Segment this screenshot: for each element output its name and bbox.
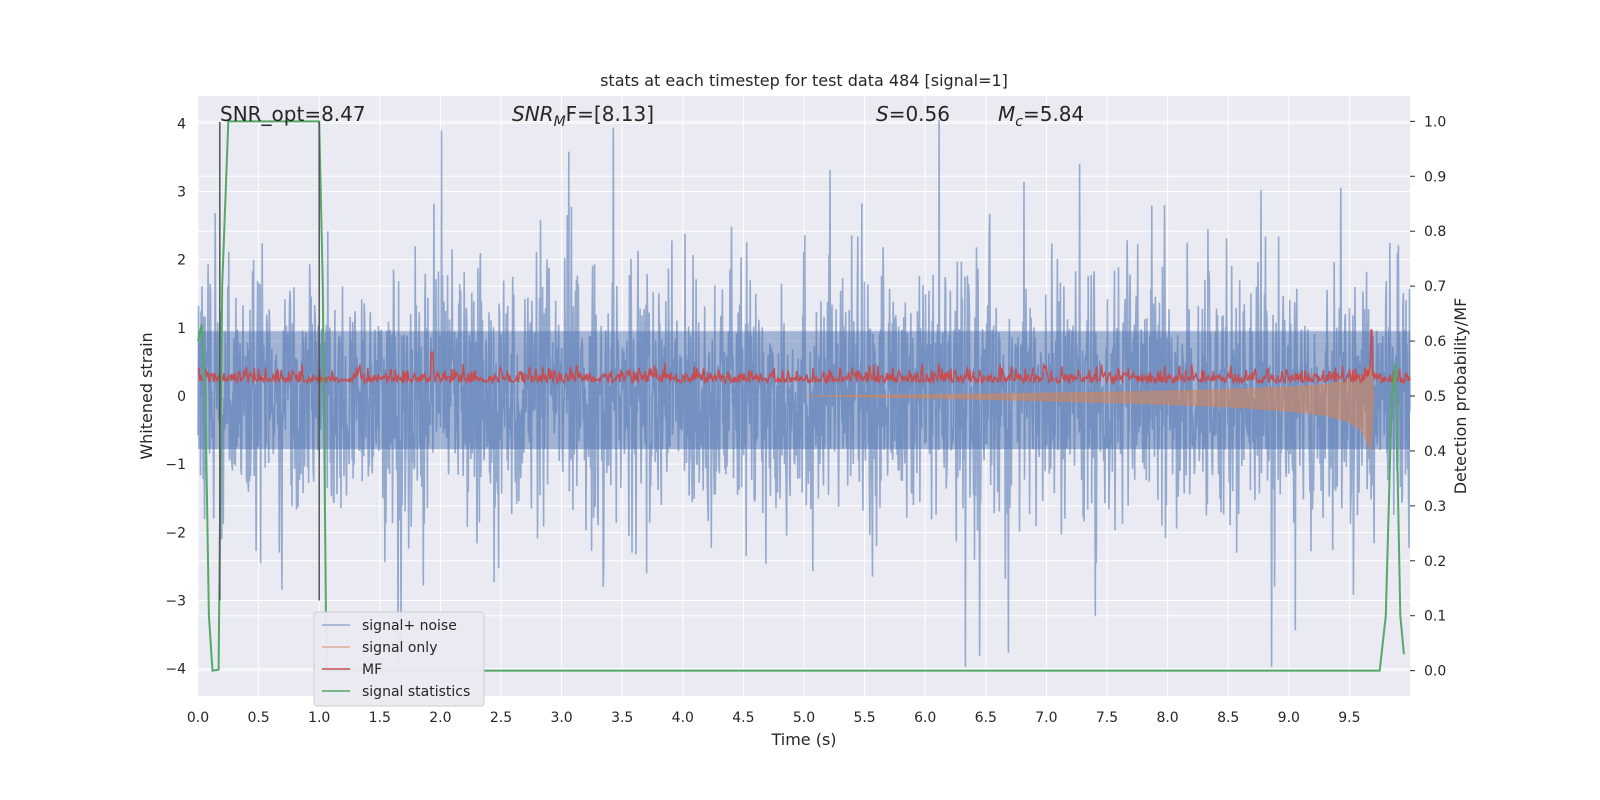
y-left-tick-label-7: −3 [165,594,186,610]
annotation-s-main: S [876,102,889,126]
y-right-tick-label-6: 0.4 [1424,444,1446,460]
legend-label-signal: signal only [362,640,437,656]
series-signal-statistics [197,120,1405,672]
series-mf [197,329,1411,386]
annotation-snr-mf: SNRMF=[8.13] [512,102,654,130]
y-right-tick-label-0: 1.0 [1424,114,1446,130]
x-tick-label-15: 7.5 [1096,710,1118,726]
x-tick-label-6: 3.0 [550,710,572,726]
y-left-tick-label-1: 3 [177,184,186,200]
x-tick-label-16: 8.0 [1156,710,1178,726]
y-right-tick-label-8: 0.2 [1424,554,1446,570]
legend: signal+ noise signal only MF signal stat… [313,611,485,707]
annotation-s-rest: =0.56 [889,102,950,126]
annotation-snr-opt: SNR_opt=8.47 [220,102,366,126]
annotation-mc-sub: c [1015,114,1023,130]
y-right-tick-label-7: 0.3 [1424,499,1446,515]
y-axis-label-left: Whitened strain [137,332,156,459]
annotation-s: S=0.56 [876,102,950,126]
x-tick-label-3: 1.5 [369,710,391,726]
stats-line [197,120,1405,672]
x-tick-label-9: 4.5 [732,710,754,726]
x-tick-label-17: 8.5 [1217,710,1239,726]
legend-label-mf: MF [362,662,382,678]
legend-label-noise: signal+ noise [362,618,457,634]
y-right-tick-label-2: 0.8 [1424,224,1446,240]
y-right-tick-label-10: 0.0 [1424,664,1446,680]
x-tick-label-0: 0.0 [187,710,209,726]
y-axis-label-right: Detection probability/MF [1451,298,1470,495]
y-left-tick-label-6: −2 [165,525,186,541]
x-tick-label-1: 0.5 [247,710,269,726]
y-left-tick-label-5: −1 [165,457,186,473]
y-left-tick-label-4: 0 [177,389,186,405]
x-tick-label-19: 9.5 [1338,710,1360,726]
legend-label-stats: signal statistics [362,684,470,700]
annotation-snr-mf-rest: F=[8.13] [566,102,654,126]
x-tick-label-10: 5.0 [793,710,815,726]
x-tick-label-8: 4.0 [672,710,694,726]
chart-title: stats at each timestep for test data 484… [600,71,1008,90]
noise-band [198,331,1410,450]
annotation-snr-mf-sub: M [554,114,566,130]
noise-line [197,119,1411,667]
signal-envelope [803,361,1375,451]
annotation-mc-main: M [998,102,1015,126]
x-tick-label-18: 9.0 [1278,710,1300,726]
annotation-mc: Mc=5.84 [998,102,1084,130]
y-right-tick-label-9: 0.1 [1424,609,1446,625]
mf-line [197,329,1411,386]
x-tick-label-13: 6.5 [975,710,997,726]
y-left-tick-label-8: −4 [165,662,186,678]
series-signal-noise [197,119,1411,667]
x-axis-label: Time (s) [770,730,836,749]
ticks: 0.0 0.5 1.0 1.5 2.0 2.5 3.0 3.5 4.0 4.5 5.0 5.5 6.0 6… [165,114,1446,726]
x-tick-label-7: 3.5 [611,710,633,726]
y-left-tick-label-2: 2 [177,253,186,269]
x-tick-label-4: 2.0 [429,710,451,726]
x-tick-label-12: 6.0 [914,710,936,726]
y-right-tick-label-5: 0.5 [1424,389,1446,405]
vertical-markers [219,121,320,601]
annotation-snr-mf-main: SNR [512,102,554,126]
annotation-mc-rest: =5.84 [1023,102,1084,126]
y-left-tick-label-0: 4 [177,116,186,132]
x-tick-label-14: 7.0 [1035,710,1057,726]
y-right-tick-label-4: 0.6 [1424,334,1446,350]
series-signal-only [803,361,1375,451]
legend-box [313,611,485,707]
y-left-tick-label-3: 1 [177,321,186,337]
x-tick-label-11: 5.5 [853,710,875,726]
x-tick-label-2: 1.0 [308,710,330,726]
x-tick-label-5: 2.5 [490,710,512,726]
y-right-tick-label-1: 0.9 [1424,169,1446,185]
y-right-tick-label-3: 0.7 [1424,279,1446,295]
